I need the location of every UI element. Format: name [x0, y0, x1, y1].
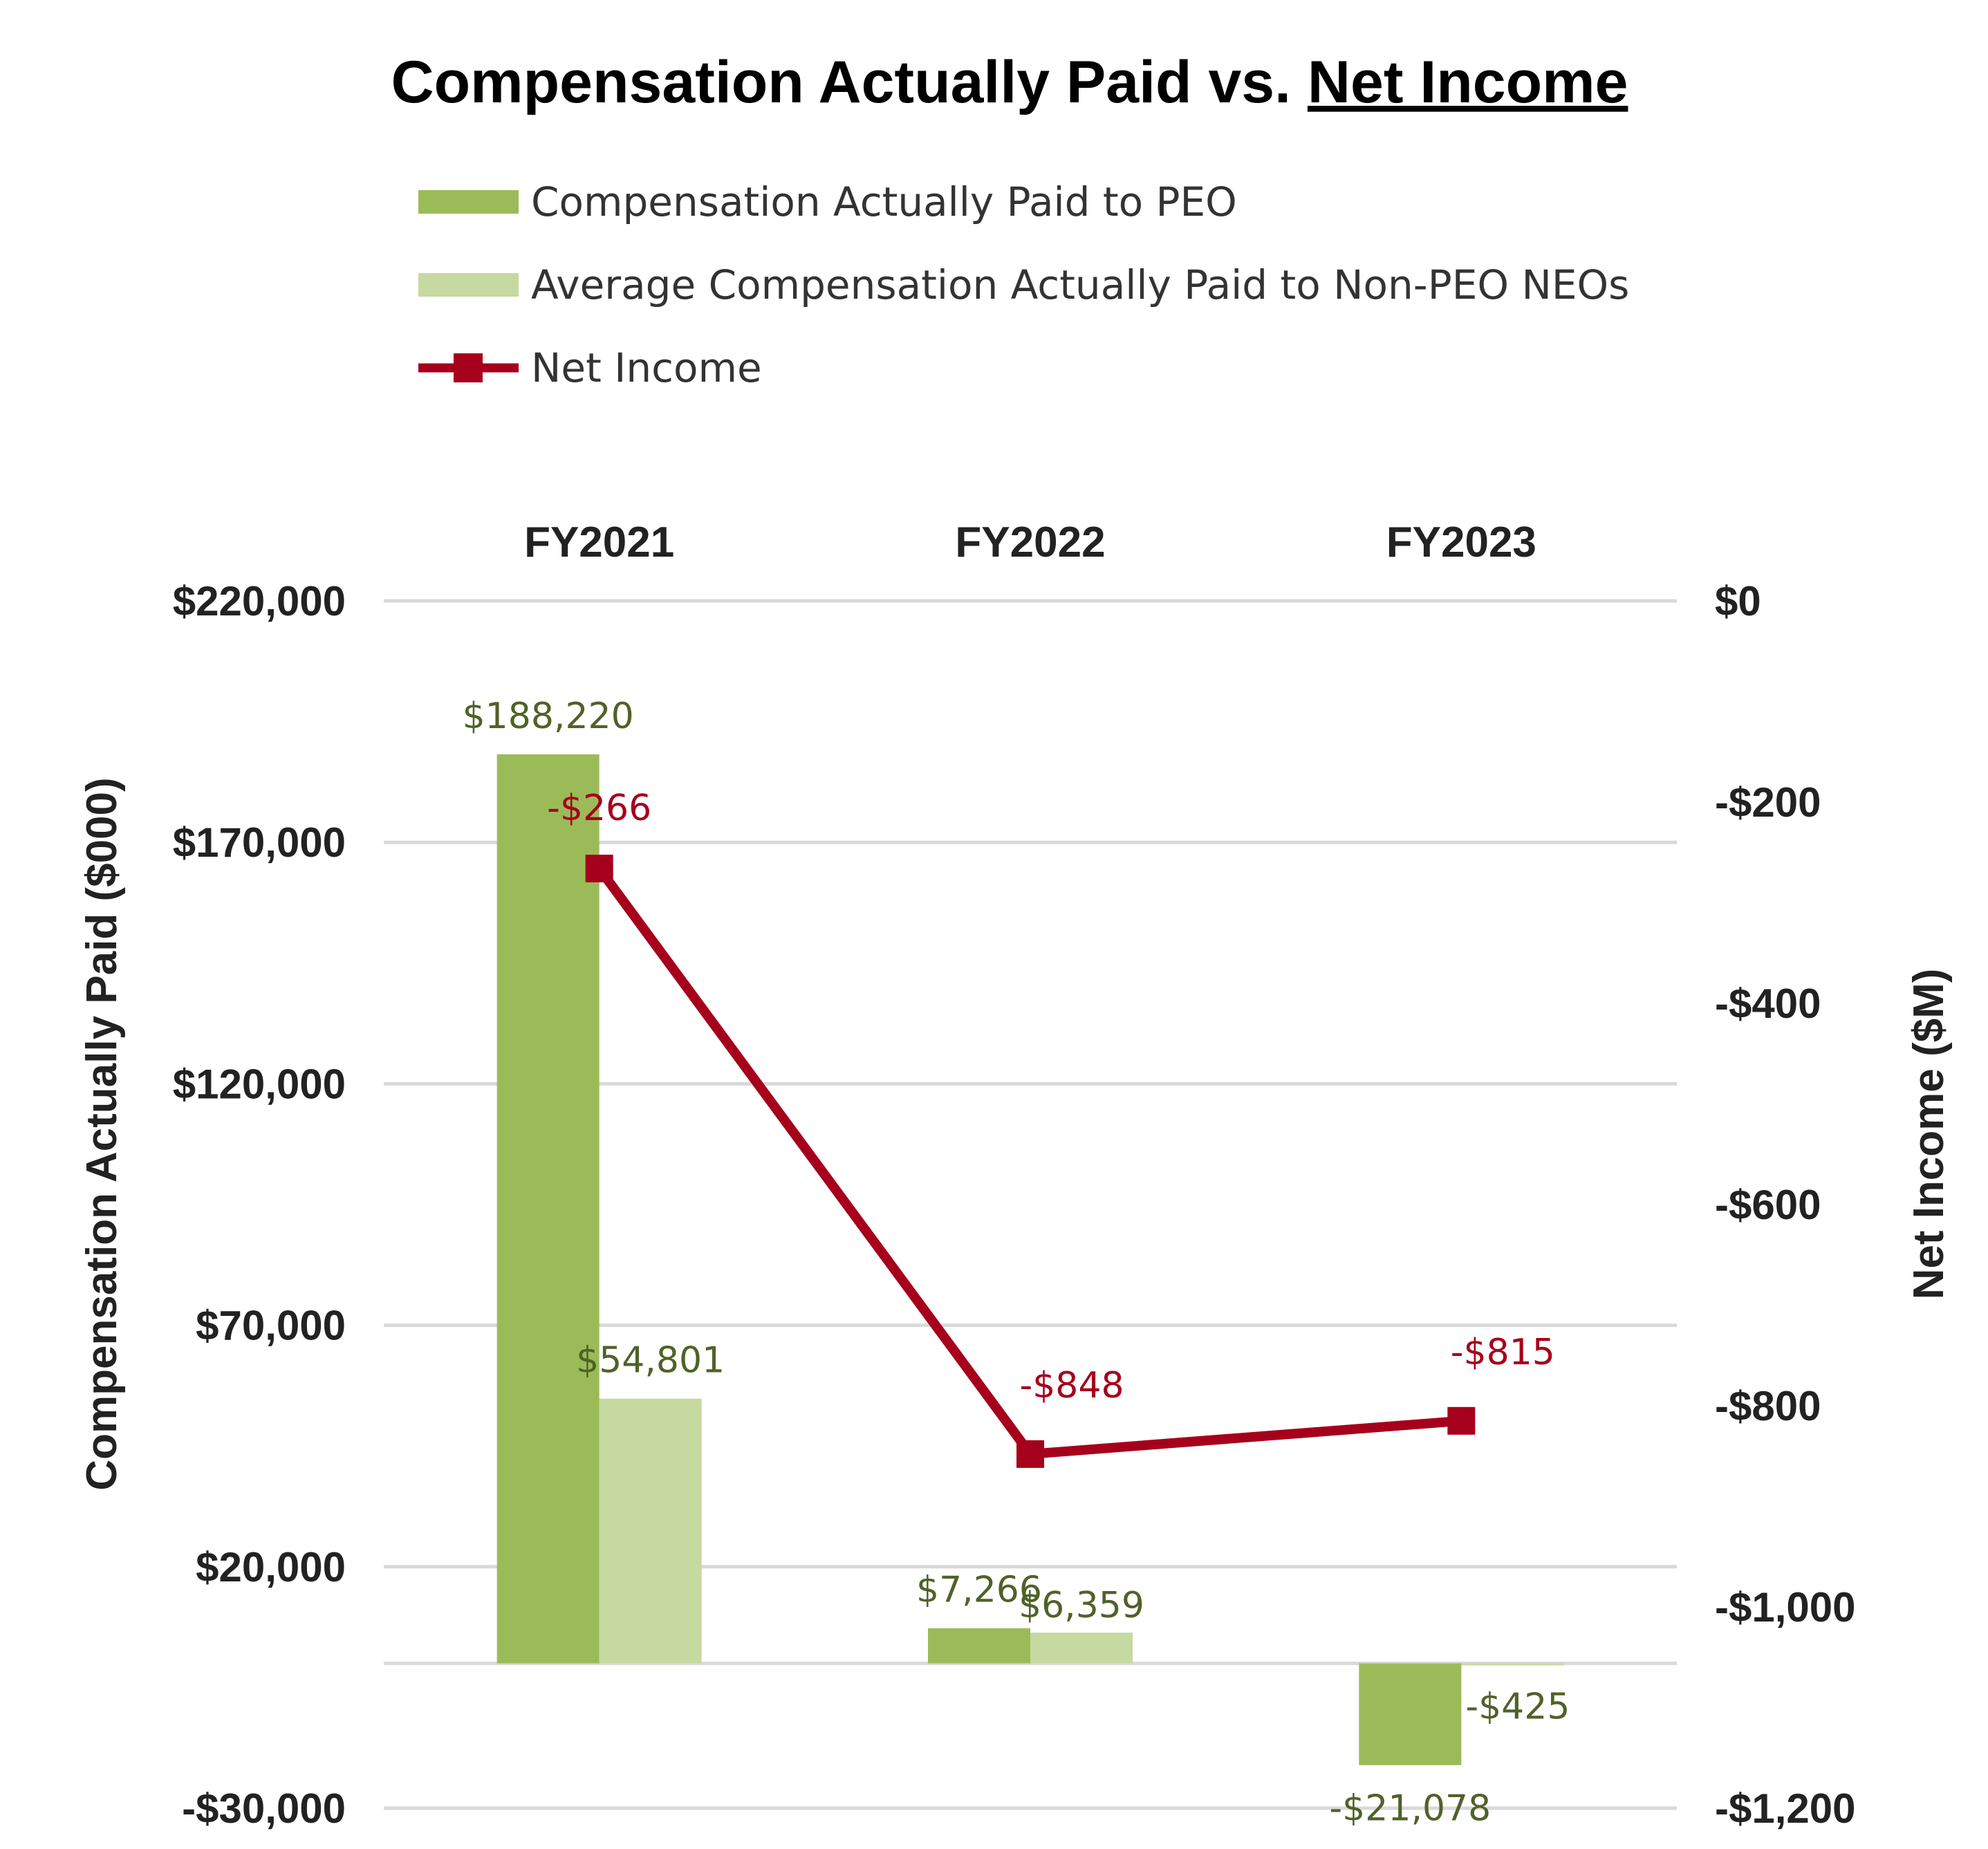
data-labels: $188,220 $7,266 -$21,078 $54,801 $6,359 -$425… [463, 696, 1570, 1830]
category-label-FY2021: FY2021 [524, 519, 674, 566]
peo-label-FY2022: $7,266 [916, 1570, 1042, 1611]
legend: Compensation Actually Paid to PEO Average… [418, 178, 1629, 391]
net-income-label-FY2021: -$266 [547, 788, 651, 829]
neo-bar-FY2022 [1030, 1633, 1133, 1664]
legend-swatch [418, 190, 519, 214]
category-label-FY2022: FY2022 [955, 519, 1105, 566]
left-tick-label: $120,000 [173, 1061, 346, 1107]
left-tick-label: $20,000 [196, 1544, 346, 1590]
peo-bar-FY2022 [928, 1628, 1030, 1664]
chart-title-part1: Compensation Actually Paid vs. [391, 49, 1308, 115]
neo-bar-FY2021 [599, 1398, 702, 1664]
net-income-label-FY2023: -$815 [1451, 1332, 1555, 1373]
net-income-line [585, 855, 1476, 1468]
legend-label: Average Compensation Actually Paid to No… [531, 261, 1629, 308]
legend-label: Net Income [531, 344, 762, 391]
legend-marker [454, 353, 483, 382]
neo-bar-FY2023 [1461, 1663, 1564, 1666]
peo-label-FY2021: $188,220 [463, 696, 634, 737]
neo-label-FY2021: $54,801 [576, 1340, 725, 1382]
category-label-FY2023: FY2023 [1386, 519, 1536, 566]
peo-bar-FY2021 [496, 754, 600, 1664]
net-income-marker-FY2022 [1016, 1440, 1044, 1468]
right-tick-label: $0 [1715, 578, 1761, 624]
left-tick-label: $170,000 [173, 819, 346, 866]
peo-label-FY2023: -$21,078 [1329, 1788, 1491, 1830]
left-axis-title: Compensation Actually Paid ($000) [78, 777, 126, 1490]
net-income-marker-FY2023 [1447, 1406, 1476, 1435]
right-axis-title: Net Income ($M) [1905, 969, 1953, 1300]
right-tick-label: -$600 [1715, 1182, 1821, 1228]
net-income-marker-FY2021 [585, 855, 613, 883]
left-tick-label: -$30,000 [182, 1785, 346, 1832]
chart-title-part2: Net Income [1308, 49, 1628, 115]
neo-label-FY2023: -$425 [1465, 1686, 1570, 1727]
axes: FY2021 FY2022 FY2023 $220,000 $170,000 $120,0… [78, 519, 1953, 1832]
peo-bar-FY2023 [1359, 1663, 1462, 1765]
right-tick-label: -$800 [1715, 1383, 1821, 1429]
left-tick-label: $220,000 [173, 578, 346, 624]
neo-label-FY2022: $6,359 [1019, 1585, 1144, 1626]
right-tick-label: -$1,200 [1715, 1785, 1856, 1832]
right-tick-label: -$200 [1715, 779, 1821, 826]
right-tick-label: -$1,000 [1715, 1584, 1856, 1630]
legend-swatch [418, 273, 519, 297]
right-tick-label: -$400 [1715, 981, 1821, 1027]
chart-title: Compensation Actually Paid vs. Net Incom… [391, 49, 1628, 115]
net-income-label-FY2022: -$848 [1019, 1365, 1124, 1406]
bars [496, 754, 1564, 1765]
left-tick-label: $70,000 [196, 1303, 346, 1349]
legend-label: Compensation Actually Paid to PEO [531, 178, 1237, 225]
